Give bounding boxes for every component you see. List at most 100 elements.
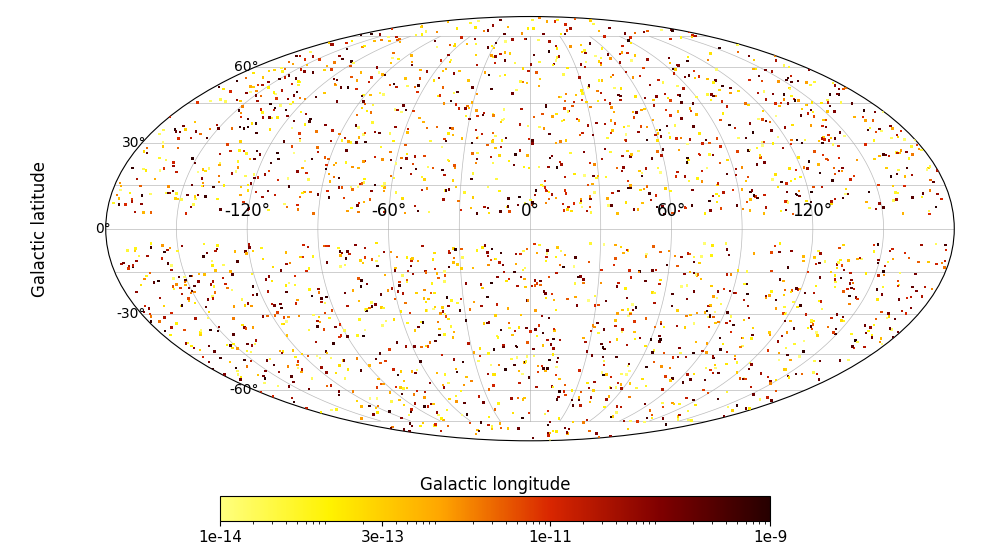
Point	[633, 122, 649, 131]
Point	[745, 323, 761, 332]
Point	[128, 244, 144, 253]
Point	[521, 164, 537, 172]
Point	[468, 51, 484, 60]
Point	[309, 352, 325, 360]
Point	[566, 262, 582, 271]
Point	[389, 253, 405, 262]
Point	[740, 301, 756, 310]
Point	[850, 337, 866, 346]
Point	[864, 333, 880, 342]
Point	[437, 370, 453, 379]
Point	[582, 192, 598, 201]
Point	[639, 136, 655, 144]
Point	[480, 203, 496, 212]
Point	[127, 208, 143, 217]
Point	[682, 104, 698, 113]
Point	[337, 374, 353, 383]
Point	[581, 83, 597, 91]
Point	[652, 337, 668, 346]
Point	[588, 52, 604, 61]
Point	[611, 90, 627, 99]
Point	[397, 299, 413, 307]
Point	[649, 125, 665, 134]
Point	[529, 279, 545, 288]
Point	[248, 87, 264, 96]
Point	[373, 35, 389, 44]
Point	[468, 430, 484, 439]
Point	[200, 295, 216, 304]
Point	[234, 102, 250, 111]
Point	[398, 342, 414, 351]
Point	[806, 78, 822, 87]
Point	[722, 287, 738, 296]
Point	[816, 132, 832, 141]
Point	[354, 91, 370, 100]
Point	[694, 347, 710, 355]
Point	[237, 172, 253, 181]
Point	[585, 19, 601, 28]
Point	[535, 341, 551, 350]
Point	[585, 179, 601, 188]
Point	[284, 80, 300, 89]
Point	[437, 171, 453, 180]
Point	[391, 55, 407, 63]
Point	[782, 164, 798, 173]
Point	[384, 53, 400, 62]
Point	[224, 343, 240, 352]
Point	[438, 312, 454, 321]
Point	[609, 408, 625, 417]
Point	[784, 121, 800, 129]
Point	[876, 271, 892, 279]
Point	[526, 352, 542, 360]
Point	[474, 129, 490, 138]
Point	[492, 151, 508, 160]
Point	[722, 317, 738, 326]
Point	[224, 125, 240, 133]
Point	[308, 127, 324, 136]
Point	[173, 302, 189, 311]
Point	[655, 403, 671, 412]
Point	[723, 312, 739, 321]
Point	[520, 338, 536, 347]
Point	[734, 342, 750, 350]
Point	[509, 342, 525, 351]
Point	[501, 207, 517, 216]
Point	[738, 176, 754, 185]
Point	[667, 251, 683, 260]
Point	[429, 269, 445, 278]
Point	[213, 354, 229, 363]
Point	[444, 124, 460, 133]
Point	[216, 181, 232, 190]
Point	[485, 136, 501, 144]
Point	[710, 287, 726, 296]
Point	[294, 349, 310, 358]
Point	[354, 402, 370, 411]
Point	[450, 260, 466, 269]
Point	[471, 17, 487, 25]
Point	[513, 310, 529, 319]
Point	[137, 274, 153, 283]
Point	[522, 327, 538, 336]
Point	[827, 275, 843, 284]
Point	[363, 108, 379, 117]
Point	[470, 149, 486, 158]
Point	[376, 247, 392, 256]
Point	[447, 39, 463, 48]
Point	[323, 381, 339, 390]
Point	[665, 398, 681, 407]
Point	[820, 98, 836, 107]
Point	[243, 348, 259, 356]
Point	[344, 36, 360, 45]
Point	[281, 382, 297, 391]
Point	[377, 271, 393, 279]
Point	[317, 66, 333, 74]
Point	[403, 170, 419, 179]
Point	[120, 246, 136, 255]
Point	[526, 345, 542, 354]
Point	[462, 115, 478, 123]
Point	[132, 181, 148, 190]
Point	[770, 337, 786, 346]
Point	[166, 285, 182, 294]
Point	[240, 122, 256, 131]
Point	[294, 365, 310, 374]
